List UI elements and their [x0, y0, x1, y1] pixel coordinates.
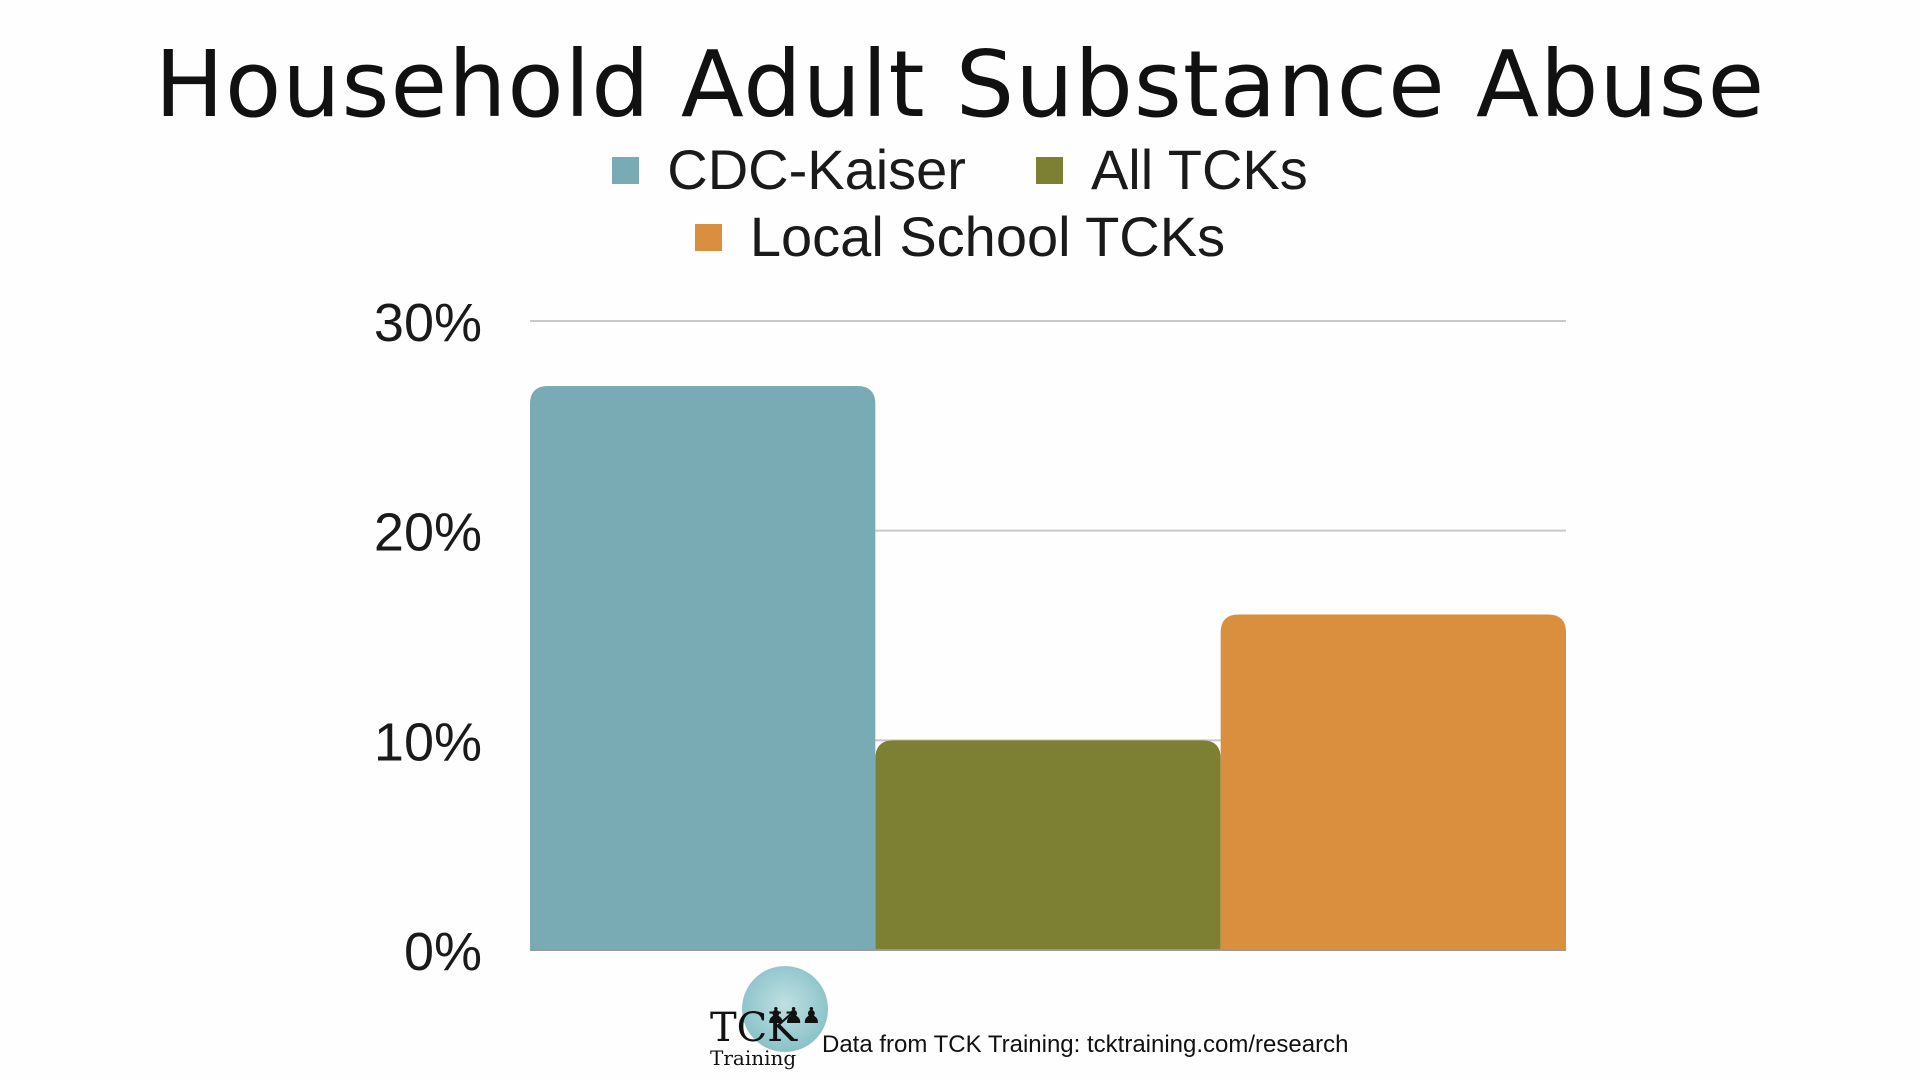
family-icon: ♟♟♟: [766, 1004, 821, 1029]
logo-text-big: TCK: [710, 1005, 798, 1051]
tck-training-logo: TCK Training: [710, 1008, 797, 1068]
legend-item-local-school-tcks: Local School TCKs: [694, 205, 1226, 269]
chart-title: Household Adult Substance Abuse: [154, 31, 1766, 138]
legend-swatch-local-school-tcks: [694, 223, 722, 251]
legend-swatch-cdc-kaiser: [612, 156, 640, 184]
legend-label-all-tcks: All TCKs: [1090, 138, 1308, 201]
y-tick-label: 0%: [404, 922, 482, 982]
legend-label-local-school-tcks: Local School TCKs: [749, 205, 1226, 268]
logo-circle: [742, 966, 828, 1052]
bar: [1220, 614, 1566, 950]
bar: [875, 740, 1221, 950]
source-note: Data from TCK Training: tcktraining.com/…: [822, 1031, 1349, 1058]
legend-swatch-all-tcks: [1035, 156, 1063, 184]
legend-row-2: Local School TCKs: [0, 205, 1920, 269]
legend-item-cdc-kaiser: CDC-Kaiser: [612, 138, 966, 202]
bar: [530, 385, 876, 950]
logo-text-small: Training: [710, 1046, 797, 1070]
y-tick-label: 30%: [374, 293, 482, 353]
legend-row-1: CDC-Kaiser All TCKs: [0, 138, 1920, 202]
legend-label-cdc-kaiser: CDC-Kaiser: [667, 138, 966, 201]
y-tick-label: 20%: [374, 503, 482, 563]
legend-item-all-tcks: All TCKs: [1035, 138, 1308, 202]
y-tick-label: 10%: [374, 712, 482, 772]
